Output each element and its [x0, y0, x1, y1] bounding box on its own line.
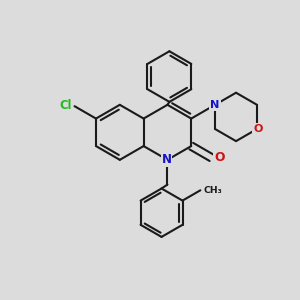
Text: Cl: Cl [59, 99, 72, 112]
Text: N: N [210, 100, 220, 110]
Text: O: O [253, 124, 263, 134]
Text: N: N [161, 153, 172, 166]
Text: CH₃: CH₃ [203, 186, 222, 195]
Text: O: O [214, 151, 224, 164]
